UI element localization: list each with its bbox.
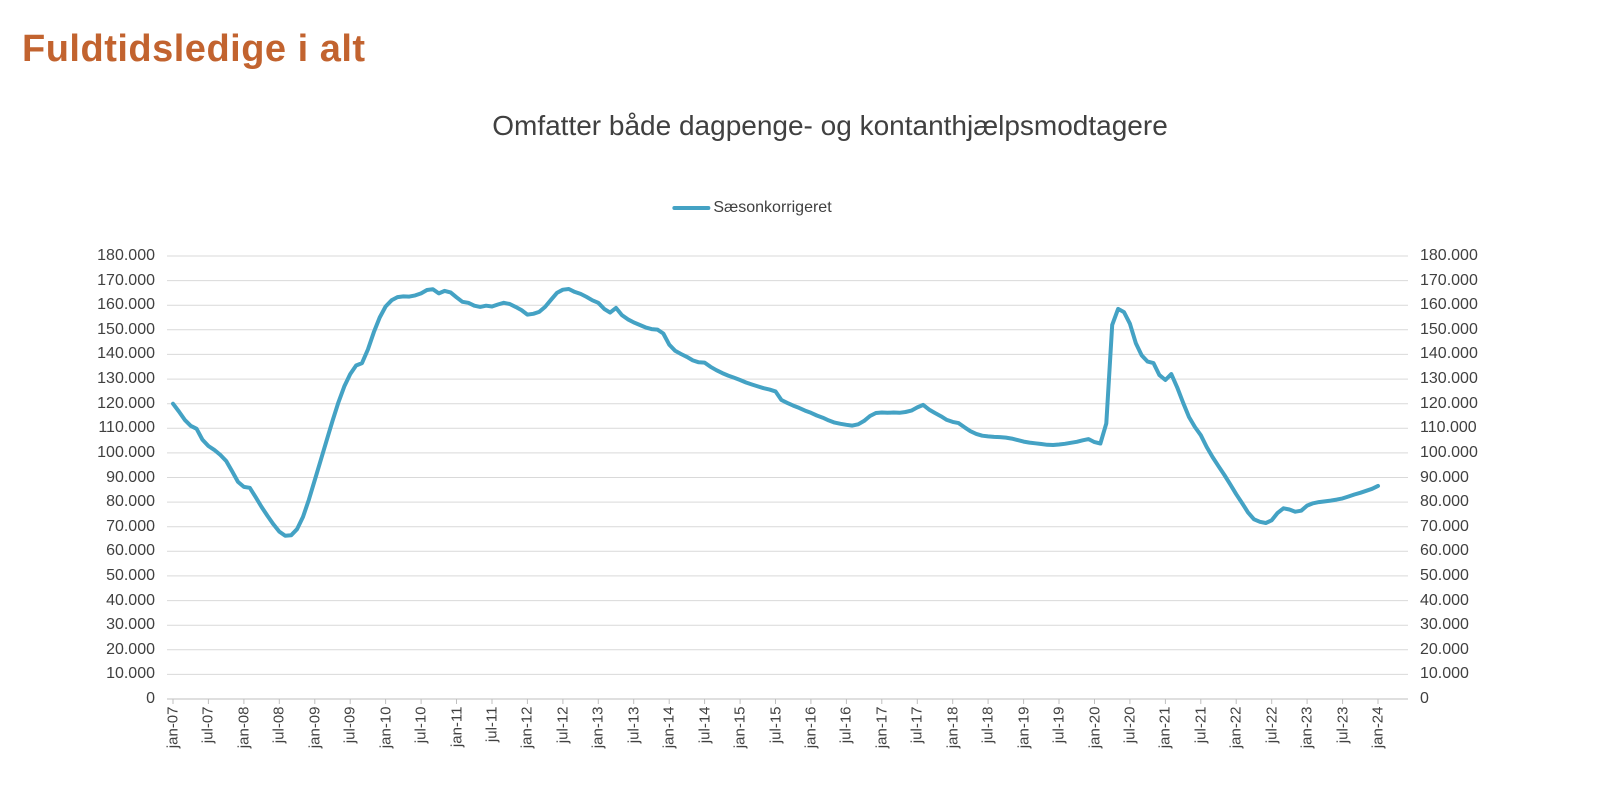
y-axis-tick-label-left: 160.000	[97, 296, 155, 314]
x-axis-tick-label: jul-15	[767, 706, 784, 743]
legend: Sæsonkorrigeret	[672, 199, 832, 217]
x-axis-tick-label: jul-20	[1121, 706, 1139, 743]
y-axis-tick-label-right: 20.000	[1420, 640, 1469, 658]
legend-label: Sæsonkorrigeret	[713, 199, 832, 216]
y-axis-tick-label-left: 110.000	[98, 419, 155, 437]
y-axis-tick-label-left: 40.000	[106, 591, 155, 609]
x-axis-tick-label: jul-21	[1192, 706, 1210, 743]
x-axis-tick-label: jul-17	[908, 706, 926, 743]
x-axis-tick-label: jan-23	[1298, 706, 1316, 748]
y-axis-tick-label-right: 160.000	[1420, 296, 1478, 314]
y-axis-tick-label-right: 150.000	[1420, 320, 1478, 338]
x-axis-tick-label: jul-16	[837, 706, 855, 743]
legend-line-swatch	[672, 205, 711, 211]
x-axis-tick-label: jan-20	[1086, 706, 1103, 748]
x-axis-tick-label: jan-09	[306, 706, 324, 748]
y-axis-tick-label-left: 120.000	[97, 394, 155, 412]
y-axis-tick-label-left: 30.000	[106, 616, 155, 634]
x-axis-tick-label: jan-11	[448, 706, 465, 747]
x-axis-tick-label: jan-21	[1156, 706, 1174, 748]
y-axis-tick-label-right: 120.000	[1420, 394, 1478, 412]
y-axis-tick-label-left: 10.000	[106, 665, 155, 683]
y-axis-tick-label-right: 50.000	[1420, 566, 1469, 584]
x-axis-tick-label: jan-14	[660, 706, 678, 748]
x-axis-tick-label: jan-18	[944, 706, 962, 748]
y-axis-tick-label-right: 110.000	[1420, 419, 1477, 437]
x-axis-tick-label: jul-12	[554, 706, 572, 743]
series-line-saesonkorrigeret	[171, 287, 1380, 538]
x-axis-tick-label: jul-10	[412, 706, 430, 743]
x-axis-tick-label: jul-07	[199, 706, 217, 743]
x-axis-tick-label: jul-23	[1334, 706, 1352, 743]
x-axis-tick-label: jan-22	[1227, 706, 1245, 748]
y-axis-tick-label-left: 180.000	[97, 247, 155, 264]
chart-subtitle: Omfatter både dagpenge- og kontanthjælps…	[492, 110, 1168, 141]
x-axis-tick-label: jan-24	[1369, 706, 1387, 748]
y-axis-tick-label-left: 100.000	[97, 443, 155, 461]
y-axis-tick-label-left: 0	[146, 690, 155, 707]
x-axis-tick-label: jan-08	[235, 706, 253, 748]
x-axis-tick-label: jul-18	[979, 706, 997, 743]
y-axis-tick-label-right: 140.000	[1420, 345, 1478, 363]
x-axis-tick-label: jul-09	[341, 706, 359, 743]
y-axis-tick-label-right: 90.000	[1420, 468, 1469, 486]
x-axis-tick-label: jan-19	[1015, 706, 1033, 748]
y-axis-tick-label-left: 90.000	[106, 468, 155, 486]
y-axis-tick-label-right: 80.000	[1420, 493, 1469, 511]
x-axis-tick-label: jan-17	[873, 706, 891, 748]
y-axis-tick-label-right: 130.000	[1420, 370, 1478, 388]
x-axis-tick-label: jul-19	[1050, 706, 1068, 743]
y-axis-tick-label-right: 170.000	[1420, 271, 1478, 289]
y-axis-tick-label-left: 50.000	[106, 566, 155, 584]
y-axis-tick-label-left: 140.000	[97, 345, 155, 363]
x-axis-tick-label: jul-11	[483, 706, 501, 742]
x-axis-tick-label: jan-15	[731, 706, 749, 748]
x-axis-tick-label: jul-13	[625, 706, 643, 743]
y-axis-tick-label-right: 0	[1420, 690, 1429, 707]
y-axis-tick-label-right: 100.000	[1420, 443, 1478, 461]
y-axis-tick-label-right: 40.000	[1420, 591, 1469, 609]
y-axis-tick-label-right: 70.000	[1420, 517, 1469, 535]
x-axis-tick-label: jan-16	[802, 706, 820, 748]
x-axis-tick-label: jan-07	[164, 706, 182, 748]
x-axis-tick-label: jan-13	[589, 706, 607, 748]
y-axis-tick-label-right: 60.000	[1420, 542, 1469, 560]
y-axis-tick-label-left: 150.000	[97, 320, 155, 338]
x-axis-tick-label: jan-10	[377, 706, 395, 748]
page-title: Fuldtidsledige i alt	[22, 28, 366, 70]
x-axis-tick-label: jul-08	[270, 706, 288, 743]
x-axis-tick-label: jul-22	[1263, 706, 1281, 743]
y-axis-tick-label-right: 30.000	[1420, 616, 1469, 634]
y-axis-tick-label-left: 170.000	[97, 271, 155, 289]
x-axis-tick-label: jan-12	[518, 706, 536, 748]
y-axis-tick-label-left: 60.000	[106, 542, 155, 560]
y-axis-tick-label-left: 20.000	[106, 640, 155, 658]
y-axis-tick-label-left: 70.000	[106, 517, 155, 535]
y-axis-tick-label-left: 130.000	[97, 370, 155, 388]
y-axis-tick-label-right: 180.000	[1420, 247, 1478, 264]
y-axis-tick-label-right: 10.000	[1420, 665, 1469, 683]
x-axis-tick-label: jul-14	[696, 706, 714, 743]
y-axis-tick-label-left: 80.000	[106, 493, 155, 511]
